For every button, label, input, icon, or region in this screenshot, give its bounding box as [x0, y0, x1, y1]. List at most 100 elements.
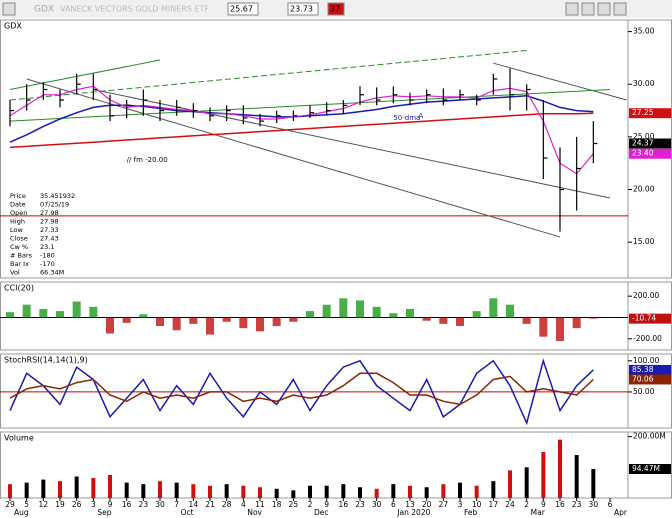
bar — [489, 298, 498, 318]
bar — [189, 317, 198, 324]
value-tag — [629, 148, 671, 159]
bar — [456, 317, 464, 327]
bar — [356, 300, 364, 318]
bar — [341, 484, 346, 498]
bar — [191, 484, 196, 498]
bar — [506, 304, 514, 318]
x-tick-label: 6 — [608, 500, 613, 509]
x-tick-label: 9 — [108, 500, 113, 509]
bar — [491, 481, 496, 498]
series-line — [9, 358, 594, 426]
bar — [539, 317, 548, 337]
x-tick-label: 7 — [174, 500, 179, 509]
bar — [339, 298, 348, 318]
bar — [22, 304, 31, 318]
bar — [91, 478, 96, 498]
bar — [458, 482, 462, 498]
icon[interactable] — [581, 2, 595, 16]
x-group-label: Mar — [531, 508, 546, 517]
value-tag — [629, 138, 671, 149]
value-tag — [629, 364, 671, 375]
x-group-label: Oct — [181, 508, 194, 517]
bar — [408, 485, 412, 498]
info-value: -170 — [40, 260, 55, 268]
bar — [324, 485, 329, 498]
y-tick-label: 100.00 — [633, 356, 659, 365]
x-tick-label: 27 — [439, 500, 449, 509]
x-tick-label: 3 — [458, 500, 463, 509]
icon[interactable] — [613, 2, 627, 16]
bar — [422, 317, 431, 321]
trendline — [9, 59, 161, 90]
info-value: 27.98 — [40, 218, 59, 226]
x-tick-label: 21 — [205, 500, 215, 509]
icon[interactable] — [565, 2, 579, 16]
x-tick-label: 2 — [524, 500, 529, 509]
x-tick-label: 16 — [555, 500, 565, 509]
icon[interactable] — [2, 2, 16, 16]
info-label: Cw % — [10, 243, 28, 251]
bar — [374, 488, 379, 498]
bar — [39, 308, 48, 318]
y-tick-label: 200.00M — [633, 432, 666, 441]
header-box — [287, 2, 319, 16]
bar — [41, 479, 46, 498]
panel-title: CCI(20) — [4, 284, 34, 293]
x-tick-label: 20 — [422, 500, 432, 509]
bar — [206, 317, 214, 335]
bar — [524, 467, 529, 498]
bar — [572, 317, 581, 329]
x-tick-label: 2 — [308, 500, 313, 509]
x-tick-label: 17 — [489, 500, 499, 509]
value-tag-label: 27.25 — [632, 108, 654, 117]
header-box — [327, 2, 345, 16]
x-tick-label: 23 — [139, 500, 149, 509]
bar — [591, 468, 596, 498]
info-label: Date — [10, 201, 26, 209]
x-tick-label: 26 — [72, 500, 82, 509]
bar — [391, 484, 396, 498]
bar — [56, 311, 64, 318]
trendline — [493, 62, 627, 101]
info-value: -180 — [40, 252, 55, 260]
y-tick-label: 35.00 — [633, 27, 655, 36]
bar — [556, 317, 564, 341]
x-tick-label: 9 — [324, 500, 329, 509]
y-tick-label: -200.00 — [633, 334, 662, 343]
bar — [124, 482, 129, 498]
info-label: High — [10, 218, 25, 226]
bar — [108, 474, 112, 498]
value-tag — [629, 108, 671, 119]
x-group-label: Aug — [14, 508, 29, 517]
x-tick-label: 11 — [255, 500, 265, 509]
x-group-label: Dec — [314, 508, 329, 517]
x-tick-label: 30 — [372, 500, 382, 509]
bar — [241, 485, 246, 498]
x-tick-label: 23 — [355, 500, 365, 509]
info-value: 27.43 — [40, 235, 59, 243]
bar — [274, 488, 279, 498]
y-tick-label: 200.00 — [633, 291, 659, 300]
symbol: GDX — [34, 5, 54, 15]
header-box — [227, 2, 259, 16]
icon[interactable] — [597, 2, 611, 16]
value-tag-label: -10.74 — [632, 314, 656, 323]
panel-title: StochRSI(14,14(1),9) — [4, 356, 88, 365]
bar — [222, 317, 231, 322]
bar — [106, 317, 114, 334]
trendline — [9, 50, 527, 101]
bar — [172, 317, 181, 331]
value-tag-label: 94.47M — [632, 464, 660, 473]
x-tick-label: 24 — [505, 500, 515, 509]
value-tag-label: 23.40 — [632, 149, 654, 158]
value-tag — [629, 374, 671, 385]
bar — [224, 484, 229, 498]
bar — [89, 306, 98, 318]
x-tick-label: 10 — [472, 500, 482, 509]
y-tick-label: 20.00 — [633, 185, 655, 194]
bar — [541, 451, 546, 498]
bar — [258, 487, 262, 498]
bar — [558, 439, 562, 498]
annotation: A — [418, 112, 423, 120]
